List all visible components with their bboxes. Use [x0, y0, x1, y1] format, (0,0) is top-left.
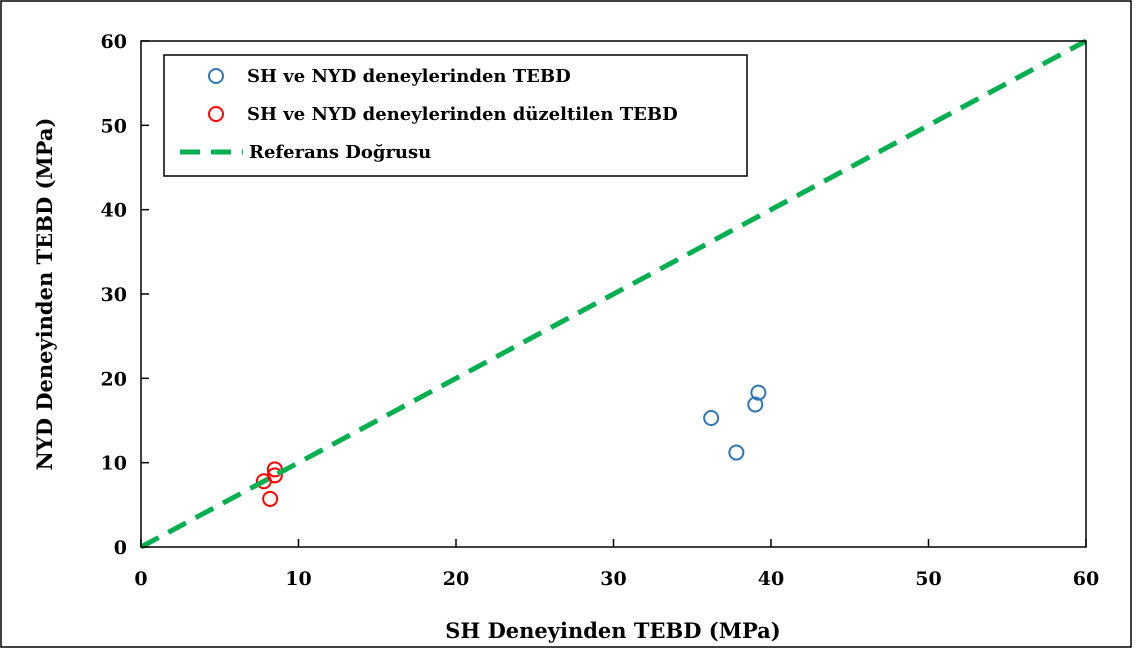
- legend-entry-label: SH ve NYD deneylerinden TEBD: [247, 66, 571, 87]
- x-tick-label: 40: [758, 568, 784, 590]
- legend: SH ve NYD deneylerinden TEBD SH ve NYD de…: [163, 54, 748, 177]
- y-tick-label: 60: [101, 31, 127, 53]
- data-point: [266, 467, 283, 484]
- data-point: [728, 444, 745, 461]
- data-point: [703, 409, 720, 426]
- legend-entry-label: Referans Doğrusu: [249, 142, 431, 163]
- legend-box: [163, 54, 748, 177]
- y-tick-label: 30: [101, 284, 127, 306]
- y-axis-title: NYD Deneyinden TEBD (MPa): [32, 118, 57, 471]
- data-point: [750, 384, 767, 401]
- y-axis-ticks: 0 10 20 30 40 50 60: [101, 31, 149, 559]
- x-tick-label: 50: [915, 568, 941, 590]
- reference-line: [139, 38, 1088, 550]
- y-tick-label: 40: [101, 200, 127, 222]
- y-tick-label: 10: [101, 453, 127, 475]
- x-tick-label: 60: [1073, 568, 1099, 590]
- data-point: [262, 490, 279, 507]
- legend-entry-label: SH ve NYD deneylerinden düzeltilen TEBD: [247, 104, 678, 125]
- data-point: [747, 396, 764, 413]
- y-tick-label: 0: [114, 537, 127, 559]
- plot-area-border: [140, 40, 1087, 548]
- legend-marker-swatch: [208, 106, 224, 122]
- x-axis-title: SH Deneyinden TEBD (MPa): [445, 618, 780, 643]
- x-tick-label: 0: [134, 568, 147, 590]
- y-tick-label: 20: [101, 368, 127, 390]
- y-tick-label: 50: [101, 115, 127, 137]
- legend-marker-swatch: [208, 68, 224, 84]
- x-tick-label: 30: [600, 568, 626, 590]
- x-tick-label: 10: [285, 568, 311, 590]
- x-axis-ticks: 0 10 20 30 40 50 60: [134, 539, 1099, 590]
- x-tick-label: 20: [443, 568, 469, 590]
- series-layer: [139, 38, 1088, 550]
